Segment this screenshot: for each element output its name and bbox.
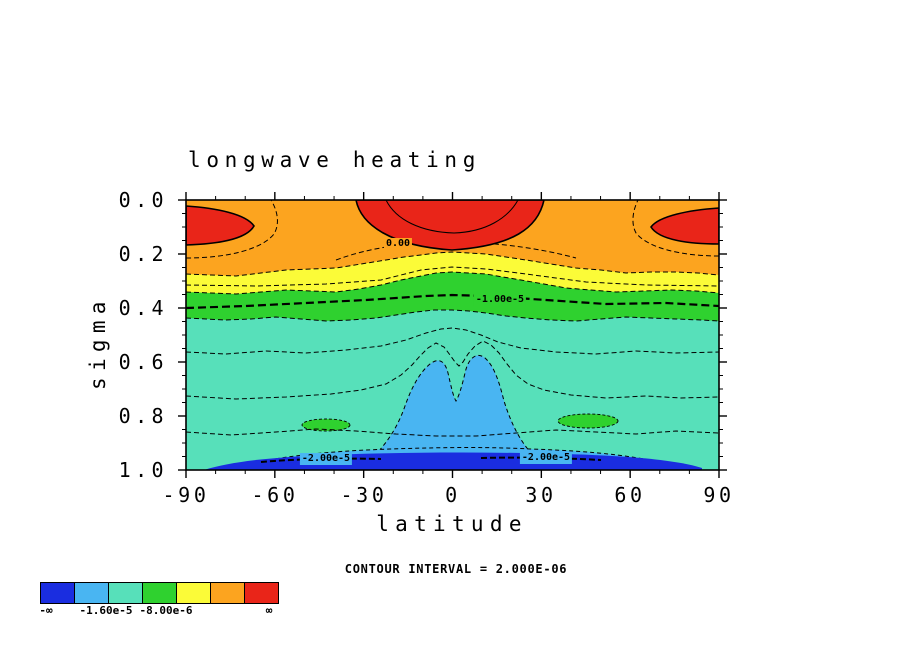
cyan-equatorial-plumes	[373, 354, 535, 465]
positive-heating-regions	[186, 200, 719, 251]
red-region-right	[650, 207, 719, 245]
colorbar-swatch-aquamarine	[108, 582, 143, 604]
colorbar-label-infinity: ∞	[265, 604, 273, 617]
y-tick-label-0.4: 0.4	[118, 296, 168, 320]
x-tick-label--60: -60	[251, 483, 299, 507]
contour-label-minus-2e-5-right: -2.00e-5	[519, 452, 573, 464]
colorbar-swatch-yellow	[176, 582, 211, 604]
contour-interval-note: CONTOUR INTERVAL = 2.000E-06	[344, 562, 568, 576]
colorbar-swatch-orange	[210, 582, 245, 604]
colorbar-swatch-red	[244, 582, 279, 604]
x-tick-label-30: 30	[525, 483, 557, 507]
plot-frame	[185, 199, 720, 471]
contour-plot	[178, 192, 727, 478]
x-tick-label--90: -90	[162, 483, 210, 507]
x-tick-label-60: 60	[614, 483, 646, 507]
green-patch-left	[301, 418, 351, 432]
y-tick-label-1.0: 1.0	[118, 458, 168, 482]
x-tick-label--30: -30	[340, 483, 388, 507]
minus-2e-5-contour-right	[480, 456, 602, 461]
y-tick-label-0.8: 0.8	[118, 404, 168, 428]
contour-label-minus-1e-5: -1.00e-5	[473, 294, 527, 306]
contour-label-zero: 0.00	[383, 238, 413, 250]
minus-1e-5-contour	[186, 293, 719, 310]
zero-contour-dashed	[335, 241, 577, 261]
x-axis-label: latitude	[376, 512, 528, 536]
plot-title: longwave heating	[188, 148, 482, 172]
y-tick-label-0.0: 0.0	[118, 188, 168, 212]
y-tick-label-0.2: 0.2	[118, 242, 168, 266]
red-region-left	[186, 205, 255, 246]
red-region-center	[355, 200, 545, 251]
x-tick-label-90: 90	[703, 483, 735, 507]
colorbar-label-minus-8e-6: -8.00e-6	[139, 604, 193, 617]
contour-label-minus-2e-5-left: -2.00e-5	[299, 453, 353, 465]
green-patch-right	[557, 413, 619, 429]
colorbar-label-neg-infinity: -∞	[39, 604, 53, 617]
colorbar	[40, 582, 279, 604]
colorbar-swatch-light-blue	[74, 582, 109, 604]
colorbar-label-minus-1.6e-5: -1.60e-5	[79, 604, 133, 617]
y-tick-label-0.6: 0.6	[118, 350, 168, 374]
colorbar-swatch-blue	[40, 582, 75, 604]
y-axis-label: sigma	[86, 295, 110, 390]
x-tick-label-0: 0	[445, 483, 461, 507]
colorbar-swatch-green	[142, 582, 177, 604]
inner-positive-contour	[385, 200, 519, 234]
